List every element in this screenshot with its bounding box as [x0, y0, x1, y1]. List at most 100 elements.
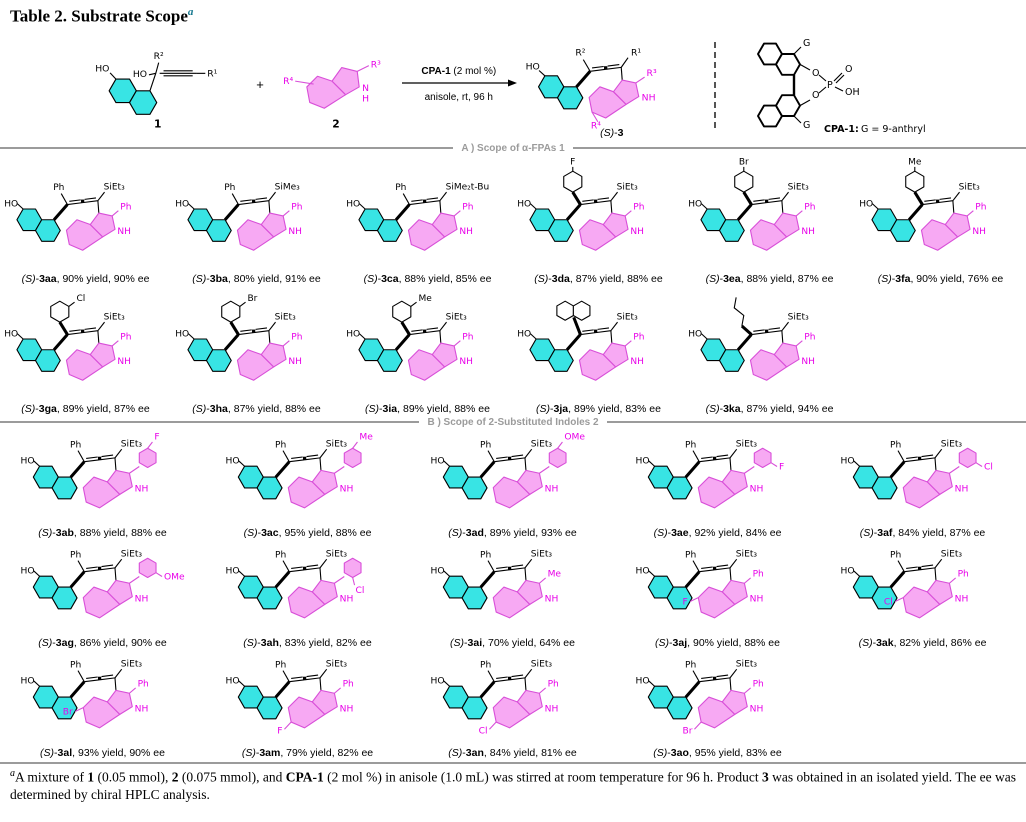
atom-label: SiMe₃: [275, 182, 301, 192]
atom-label: Cl: [984, 462, 993, 472]
indole-pyrrole-ring: [721, 689, 748, 715]
section-header: B ) Scope of 2-Substituted Indoles 2: [0, 416, 1026, 429]
atom-label: Ph: [975, 202, 986, 212]
r2-label: R²: [575, 47, 585, 58]
compound-structure: HO Ph SiEt₃ NH Ph Br: [21, 659, 149, 729]
footnote-segment: was obtained in an isolated yield. The e…: [10, 769, 1016, 802]
atom-label: SiEt₃: [121, 439, 143, 449]
indole-pyrrole-ring: [260, 342, 287, 368]
naphthyl-ring: [572, 300, 591, 321]
atom-label: HO: [636, 566, 650, 576]
section-header: A ) Scope of α-FPAs 1: [0, 142, 1026, 155]
atom-label: NH: [340, 484, 354, 494]
naphthol-ring: [461, 586, 488, 609]
compound-row: HO Ph SiEt₃ NH F (S)-3ab, 88% yield, 88% ee HO…: [0, 429, 1026, 539]
indole-pyrrole-ring: [926, 579, 953, 605]
naphthol-ring: [205, 218, 232, 242]
atom-label: F: [154, 432, 159, 442]
indole-pyrrole-ring: [311, 469, 338, 495]
compound-structure: HO Cl SiEt₃ NH Ph: [4, 294, 131, 381]
arrow-head: [507, 79, 517, 87]
atom-label: NH: [972, 227, 986, 237]
atom-label: Ph: [958, 569, 969, 579]
atom-label: SiEt₃: [326, 659, 348, 669]
atom-label: NH: [955, 594, 969, 604]
atom-label: Br: [63, 707, 73, 717]
indole-pyrrole-ring: [612, 79, 640, 105]
aryl-ring: [392, 300, 412, 323]
g-substituent-bottom: G: [803, 120, 810, 131]
compound-label: (S)-3ca, 88% yield, 85% ee: [363, 272, 492, 285]
aryl-ring: [734, 170, 754, 193]
c2-aryl-ring: [343, 557, 362, 578]
indole-pyrrole-ring: [106, 579, 133, 605]
naphthol-ring: [461, 476, 488, 499]
r1-label: R¹: [207, 68, 217, 79]
atom-label: NH: [459, 357, 473, 367]
atom-label: Me: [548, 569, 562, 579]
phosphate-o1: O: [812, 68, 819, 79]
compound-row: HO Ph SiEt₃ NH Ph (S)-3aa, 90% yield, 90% ee H…: [0, 155, 1026, 285]
aryl-ring: [563, 170, 583, 193]
naphthyl-ring: [556, 300, 575, 321]
atom-label: HO: [636, 456, 650, 466]
atom-label: Ph: [753, 679, 764, 689]
atom-label: SiEt₃: [275, 312, 296, 322]
compound-label: (S)-3ah, 83% yield, 82% ee: [243, 636, 372, 649]
naphthol-ring: [256, 696, 283, 719]
atom-label: SiEt₃: [736, 549, 758, 559]
compound-label: (S)-3ab, 88% yield, 88% ee: [38, 526, 167, 539]
footnote-segment: 1: [87, 769, 95, 785]
naphthol-ring: [871, 586, 898, 609]
aryl-ring: [221, 300, 241, 323]
atom-label: SiEt₃: [788, 182, 809, 192]
naphthol-ring: [34, 348, 61, 372]
indole-pyrrole-ring: [773, 342, 800, 368]
binol-ring: [774, 93, 801, 117]
atom-label: SiEt₃: [736, 439, 758, 449]
indole-pyrrole-ring: [431, 212, 458, 238]
compound-structure: HO Ph SiEt₃ NH Ph Cl: [431, 659, 559, 736]
compound-card: HO Br SiEt₃ NH Ph (S)-3ha, 87% yield, 88% ee: [171, 285, 342, 415]
c2-aryl-ring: [958, 447, 977, 468]
compound-card: HO Ph SiEt₃ NH F (S)-3ae, 92% yield, 84% ee: [615, 429, 820, 539]
indole-pyrrole-ring: [602, 212, 629, 238]
atom-label: SiEt₃: [104, 182, 125, 192]
catalyst-loading-rest: (2 mol %): [450, 66, 497, 78]
atom-label: Cl: [76, 294, 85, 304]
footnote-segment: 2: [171, 769, 179, 785]
compound-label: (S)-3an, 84% yield, 81% ee: [448, 746, 577, 759]
compound-label: (S)-3ak, 82% yield, 86% ee: [858, 636, 987, 649]
naphthol-ring: [34, 218, 61, 242]
atom-label: Ph: [633, 332, 644, 342]
compound-structure: HO Ph SiEt₃ NH Ph F: [226, 659, 354, 736]
indole-pyrrole-ring: [516, 689, 543, 715]
atom-label: Br: [739, 157, 749, 167]
compound-structure: HO Ph SiEt₃ NH F: [21, 432, 160, 509]
compound-card: HO Ph SiEt₃ NH Me (S)-3ai, 70% yield, 64% ee: [410, 539, 615, 649]
atom-label: SiEt₃: [617, 182, 638, 192]
catalyst-structure: G G O O P O OH CPA-1: G = 9-anthryl: [756, 38, 925, 135]
compound-card: HO Ph SiEt₃ NH F (S)-3ab, 88% yield, 88% ee: [0, 429, 205, 539]
atom-label: HO: [226, 566, 240, 576]
compound-structure: HO Ph SiEt₃ NH Ph F: [636, 549, 764, 619]
compound-label: (S)-3am, 79% yield, 82% ee: [241, 746, 374, 759]
indole-pyrrole-ring: [106, 469, 133, 495]
indole-pyrrole-ring: [721, 579, 748, 605]
atom-label: Br: [247, 294, 257, 304]
compound-row: HO Ph SiEt₃ NH OMe (S)-3ag, 86% yield, 90% ee…: [0, 539, 1026, 649]
atom-label: Ph: [804, 332, 815, 342]
naphthol-ring: [129, 89, 158, 115]
carbinol-oh-label: HO: [133, 69, 147, 80]
atom-label: HO: [431, 456, 445, 466]
compound-structure: HO Ph SiEt₃ NH OMe: [21, 549, 185, 619]
atom-label: Ph: [890, 440, 901, 450]
atom-label: Ph: [120, 332, 131, 342]
indole-pyrrole-ring: [516, 469, 543, 495]
footnote-marker: a: [10, 767, 15, 779]
naphthol-ring: [461, 696, 488, 719]
table-footnote-marker: a: [187, 6, 194, 18]
compound-card: HO Ph SiEt₃ NH Ph F (S)-3aj, 90% yield, 88% ee: [615, 539, 820, 649]
r3-label: R³: [371, 59, 381, 70]
